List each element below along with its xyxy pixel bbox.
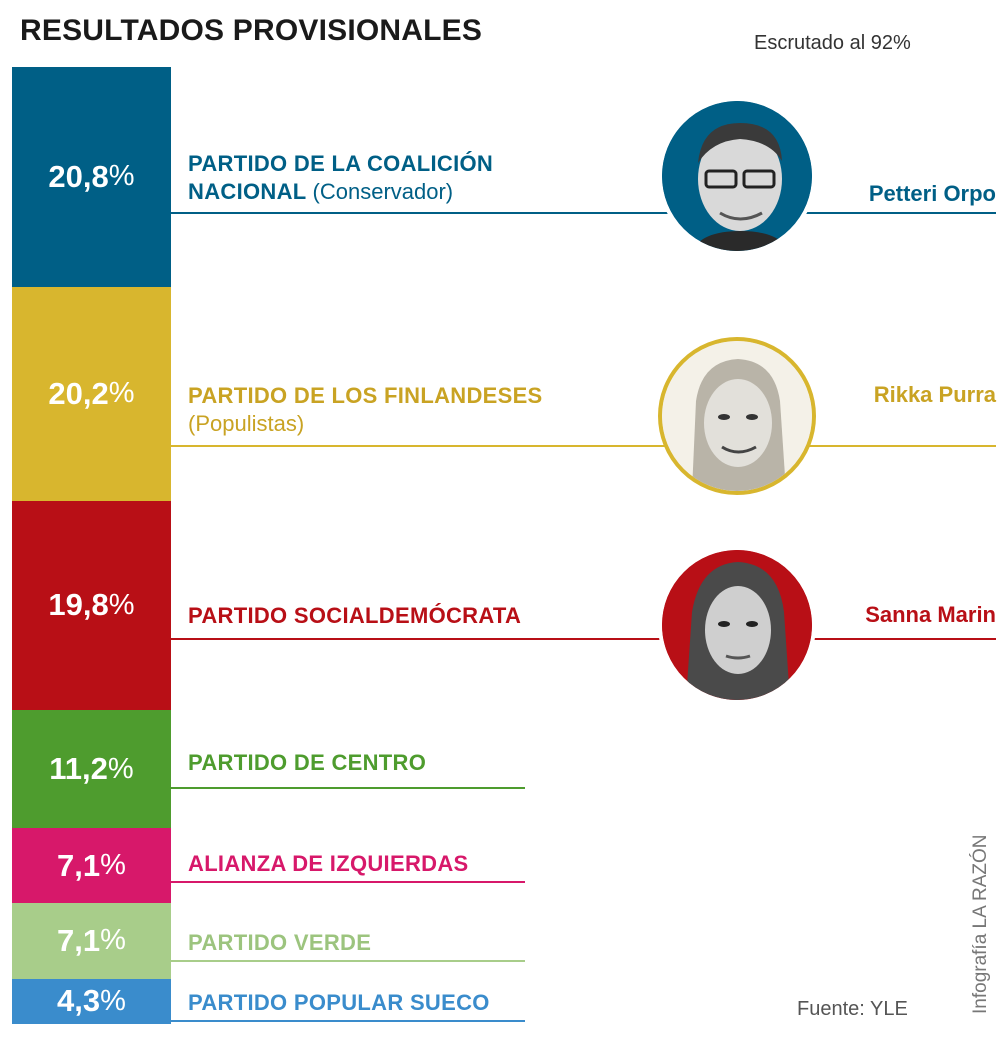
person-silhouette-icon <box>662 101 812 251</box>
leader-name-marin: Sanna Marin <box>865 602 996 627</box>
bar-izquierdas: 7,1% <box>12 828 171 904</box>
bar-socialdemocrata: 19,8% <box>12 500 171 710</box>
person-silhouette-icon <box>662 341 812 491</box>
party-name: PARTIDO DE CENTRO <box>188 750 427 775</box>
party-label-izquierdas: ALIANZA DE IZQUIERDAS <box>188 850 468 878</box>
party-label-verde: PARTIDO VERDE <box>188 929 371 957</box>
bar-centro: 11,2% <box>12 709 171 829</box>
party-name: PARTIDO SOCIALDEMÓCRATA <box>188 603 522 628</box>
bar-value: 11,2 <box>49 751 108 787</box>
bar-finlandeses: 20,2% <box>12 286 171 501</box>
rule-coalicion <box>171 212 996 214</box>
party-label-centro: PARTIDO DE CENTRO <box>188 749 426 777</box>
percent-sign: % <box>100 984 126 1017</box>
party-note: (Populistas) <box>188 411 305 436</box>
percent-sign: % <box>100 924 126 957</box>
percent-sign: % <box>107 752 134 785</box>
bar-value: 7,1 <box>57 847 101 883</box>
percent-sign: % <box>108 588 135 621</box>
party-name: PARTIDO POPULAR SUECO <box>188 990 490 1015</box>
bar-value: 7,1 <box>57 922 101 958</box>
scrutiny-status: Escrutado al 92% <box>754 32 911 54</box>
party-name: PARTIDO DE LOS FINLANDESES <box>188 383 543 408</box>
rule-izquierdas <box>171 881 525 883</box>
rule-finlandeses <box>171 445 996 447</box>
portrait-petteri-orpo <box>658 97 816 255</box>
party-name: PARTIDO DE LA COALICIÓN <box>188 151 494 176</box>
bar-value: 19,8 <box>48 587 109 623</box>
party-label-popular-sueco: PARTIDO POPULAR SUECO <box>188 989 490 1017</box>
bar-coalicion-nacional: 20,8% <box>12 67 171 287</box>
bar-value: 4,3 <box>57 983 101 1019</box>
leader-name-orpo: Petteri Orpo <box>868 181 996 206</box>
party-name: ALIANZA DE IZQUIERDAS <box>188 851 469 876</box>
party-note: (Conservador) <box>312 179 454 204</box>
bar-value: 20,2 <box>48 375 109 411</box>
rule-verde <box>171 960 525 962</box>
chart-title: RESULTADOS PROVISIONALES <box>20 14 483 47</box>
party-label-finlandeses: PARTIDO DE LOS FINLANDESES (Populistas) <box>188 382 543 438</box>
portrait-rikka-purra <box>658 337 816 495</box>
rule-centro <box>171 787 525 789</box>
portrait-sanna-marin <box>658 546 816 704</box>
party-name-line2: NACIONAL <box>188 179 307 204</box>
percent-sign: % <box>100 849 126 882</box>
rule-popular-sueco <box>171 1020 525 1022</box>
bar-value: 20,8 <box>48 158 109 194</box>
rule-socialdemocrata <box>171 638 996 640</box>
party-label-coalicion: PARTIDO DE LA COALICIÓN NACIONAL (Conser… <box>188 150 493 206</box>
party-name: PARTIDO VERDE <box>188 930 372 955</box>
bar-verde: 7,1% <box>12 903 171 979</box>
percent-sign: % <box>108 377 135 410</box>
source-note: Fuente: YLE <box>797 998 908 1020</box>
party-label-socialdemocrata: PARTIDO SOCIALDEMÓCRATA <box>188 602 521 630</box>
bar-popular-sueco: 4,3% <box>12 978 171 1024</box>
person-silhouette-icon <box>662 550 812 700</box>
leader-name-purra: Rikka Purra <box>873 382 996 407</box>
infographic-credit: Infografía LA RAZÓN <box>970 834 991 1014</box>
percent-sign: % <box>108 160 135 193</box>
